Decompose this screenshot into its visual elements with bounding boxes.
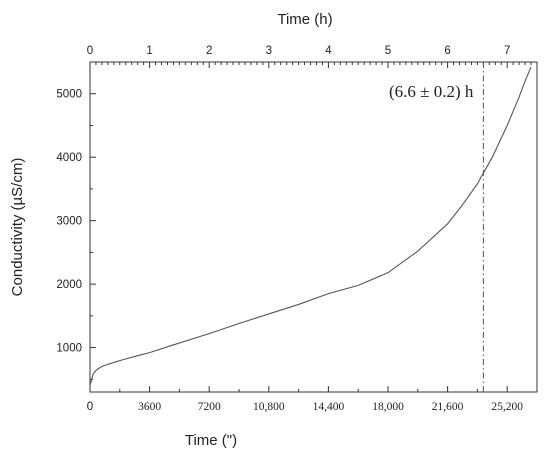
- x-tick-label: 25,200: [491, 401, 523, 413]
- x-tick-label: 3600: [138, 401, 161, 413]
- y-tick-label: 5000: [56, 89, 82, 101]
- y-tick-label: 1000: [56, 343, 82, 355]
- annotation-threshold-time: (6.6 ± 0.2) h: [389, 82, 474, 101]
- y-tick-label: 3000: [56, 216, 82, 228]
- y-axis-title: Conductivity (µS/cm): [9, 158, 26, 297]
- top-axis-title: Time (h): [277, 11, 332, 28]
- y-tick-label: 2000: [56, 279, 82, 291]
- x-tick-label: 18,000: [372, 401, 404, 413]
- x-tick-label: 10,800: [253, 401, 285, 413]
- plot-frame: [89, 61, 538, 393]
- x2-tick-label: 2: [206, 45, 212, 57]
- y-tick-label: 4000: [56, 152, 82, 164]
- x2-tick-label: 4: [325, 45, 332, 57]
- x-tick-label: 14,400: [313, 401, 345, 413]
- series-line-conductivity: [89, 66, 532, 386]
- x2-tick-label: 1: [146, 45, 152, 57]
- x2-tick-label: 6: [444, 45, 450, 57]
- bottom-axis-ticks: 0 3600 7200 10,800 14,400 18,000 21,600 25,200: [87, 386, 523, 413]
- x-tick-label: 21,600: [432, 401, 464, 413]
- x2-tick-label: 0: [87, 45, 93, 57]
- x2-tick-label: 5: [385, 45, 391, 57]
- left-axis-ticks: 1000 2000 3000 4000 5000: [56, 89, 96, 380]
- x-tick-label: 0: [87, 401, 93, 413]
- x-tick-label: 7200: [198, 401, 221, 413]
- x-axis-title: Time ("): [185, 432, 237, 449]
- x2-tick-label: 3: [266, 45, 272, 57]
- x2-tick-label: 7: [504, 45, 510, 57]
- top-axis-ticks: 0 1 2 3 4 5 6 7: [87, 45, 532, 68]
